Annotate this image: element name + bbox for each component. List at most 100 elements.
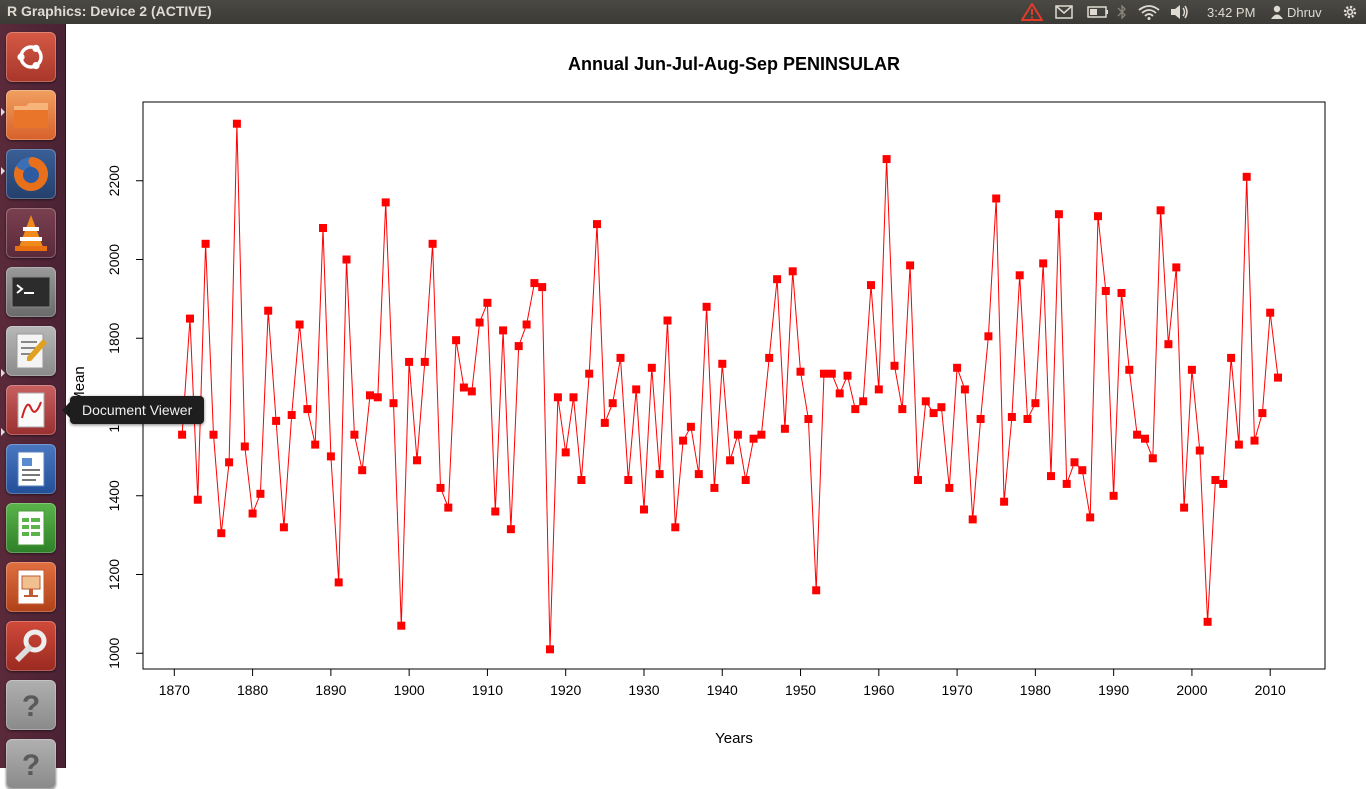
impress-icon bbox=[17, 569, 45, 605]
y-tick-label: 1000 bbox=[106, 637, 122, 668]
x-tick-label: 1970 bbox=[942, 682, 973, 698]
data-point bbox=[686, 422, 695, 431]
data-point bbox=[992, 194, 1001, 203]
data-point bbox=[671, 523, 680, 532]
bluetooth-icon[interactable] bbox=[1117, 3, 1127, 21]
running-indicator bbox=[1, 369, 5, 377]
x-tick-label: 1900 bbox=[394, 682, 425, 698]
data-point bbox=[1039, 259, 1048, 268]
x-tick-label: 2000 bbox=[1176, 682, 1207, 698]
data-point bbox=[843, 371, 852, 380]
volume-icon[interactable] bbox=[1170, 3, 1190, 21]
data-point bbox=[373, 393, 382, 402]
launcher-item-calc[interactable] bbox=[6, 503, 56, 553]
x-tick-label: 1930 bbox=[628, 682, 659, 698]
data-point bbox=[1007, 413, 1016, 421]
wifi-icon[interactable] bbox=[1138, 3, 1160, 21]
data-point bbox=[632, 385, 641, 394]
data-point bbox=[851, 405, 860, 414]
data-point bbox=[1133, 430, 1142, 439]
gear-icon[interactable] bbox=[1341, 3, 1359, 21]
data-point bbox=[726, 456, 735, 465]
data-point bbox=[303, 405, 312, 414]
launcher-item-unknown-2[interactable]: ? bbox=[6, 739, 56, 789]
data-point bbox=[1195, 446, 1204, 455]
data-point bbox=[1000, 497, 1009, 506]
launcher-item-impress[interactable] bbox=[6, 562, 56, 612]
data-point bbox=[1015, 271, 1024, 280]
x-tick-label: 1980 bbox=[1020, 682, 1051, 698]
data-point bbox=[413, 456, 421, 465]
data-point bbox=[1258, 409, 1267, 418]
data-point bbox=[420, 357, 429, 366]
data-point bbox=[319, 224, 327, 232]
data-point bbox=[655, 470, 664, 479]
data-point bbox=[1242, 172, 1251, 181]
data-point bbox=[1250, 436, 1259, 445]
data-point bbox=[1109, 491, 1118, 500]
data-point bbox=[514, 342, 523, 351]
launcher-item-settings[interactable] bbox=[6, 621, 56, 671]
launcher-item-unknown[interactable]: ? bbox=[6, 680, 56, 730]
data-point bbox=[553, 393, 562, 402]
vlc-cone-icon bbox=[15, 215, 47, 251]
data-point bbox=[624, 476, 633, 484]
data-point bbox=[773, 275, 782, 284]
y-axis-label: Mean bbox=[71, 366, 88, 404]
data-point bbox=[820, 369, 828, 378]
data-point bbox=[882, 155, 891, 164]
data-point bbox=[859, 397, 868, 406]
data-point bbox=[874, 385, 883, 394]
data-point bbox=[522, 320, 531, 329]
data-point bbox=[898, 405, 907, 414]
data-point bbox=[530, 279, 539, 288]
data-point bbox=[1078, 466, 1087, 475]
x-tick-label: 1940 bbox=[707, 682, 738, 698]
data-point bbox=[757, 430, 766, 439]
warning-icon[interactable] bbox=[1021, 3, 1043, 21]
data-point bbox=[546, 645, 554, 654]
launcher-item-document-viewer[interactable] bbox=[6, 385, 56, 435]
x-tick-label: 1870 bbox=[159, 682, 190, 698]
data-point bbox=[272, 416, 281, 425]
data-point bbox=[201, 239, 210, 248]
data-point bbox=[248, 509, 257, 518]
data-point bbox=[1234, 440, 1243, 449]
svg-text:?: ? bbox=[22, 690, 40, 722]
data-point bbox=[350, 430, 359, 439]
data-point bbox=[976, 415, 985, 423]
x-tick-label: 1880 bbox=[237, 682, 268, 698]
launcher-item-terminal[interactable] bbox=[6, 267, 56, 317]
battery-icon[interactable] bbox=[1087, 3, 1109, 21]
text-editor-icon bbox=[16, 333, 47, 369]
launcher-item-text-editor[interactable] bbox=[6, 326, 56, 376]
mail-icon[interactable] bbox=[1055, 3, 1073, 21]
question-icon: ? bbox=[22, 690, 40, 722]
x-tick-label: 2010 bbox=[1255, 682, 1286, 698]
user-icon bbox=[1271, 5, 1283, 19]
data-point bbox=[467, 387, 476, 396]
data-point bbox=[342, 255, 351, 264]
launcher-item-files[interactable] bbox=[6, 90, 56, 140]
data-point bbox=[483, 298, 492, 307]
y-tick-label: 2200 bbox=[106, 165, 122, 196]
data-point bbox=[1219, 479, 1228, 488]
document-viewer-icon bbox=[17, 392, 45, 428]
settings-icon bbox=[15, 629, 47, 662]
launcher-item-firefox[interactable] bbox=[6, 149, 56, 199]
clock[interactable]: 3:42 PM bbox=[1207, 4, 1256, 20]
data-point bbox=[389, 399, 398, 408]
launcher-item-vlc[interactable] bbox=[6, 208, 56, 258]
x-axis-label: Years bbox=[715, 730, 753, 747]
data-point bbox=[1187, 365, 1196, 374]
data-point bbox=[647, 363, 656, 372]
data-point bbox=[334, 578, 343, 587]
data-point bbox=[459, 383, 468, 392]
user-menu[interactable]: Dhruv bbox=[1271, 3, 1322, 21]
data-point bbox=[640, 505, 648, 514]
launcher-item-writer[interactable] bbox=[6, 444, 56, 494]
launcher-item-dash[interactable] bbox=[6, 32, 56, 82]
data-point bbox=[718, 359, 727, 368]
data-point bbox=[405, 357, 414, 366]
data-point bbox=[232, 119, 241, 128]
